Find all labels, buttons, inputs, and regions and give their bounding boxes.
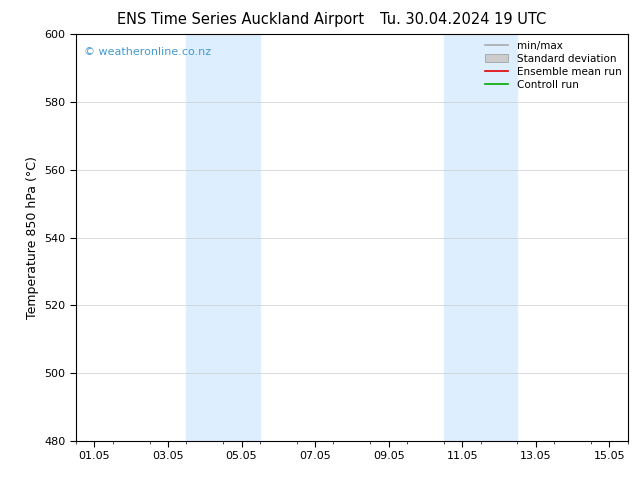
Text: ENS Time Series Auckland Airport: ENS Time Series Auckland Airport xyxy=(117,12,365,27)
Text: Tu. 30.04.2024 19 UTC: Tu. 30.04.2024 19 UTC xyxy=(380,12,546,27)
Bar xyxy=(186,34,260,441)
Bar xyxy=(444,34,517,441)
Text: © weatheronline.co.nz: © weatheronline.co.nz xyxy=(84,47,212,56)
Y-axis label: Temperature 850 hPa (°C): Temperature 850 hPa (°C) xyxy=(26,156,39,319)
Legend: min/max, Standard deviation, Ensemble mean run, Controll run: min/max, Standard deviation, Ensemble me… xyxy=(481,36,626,94)
